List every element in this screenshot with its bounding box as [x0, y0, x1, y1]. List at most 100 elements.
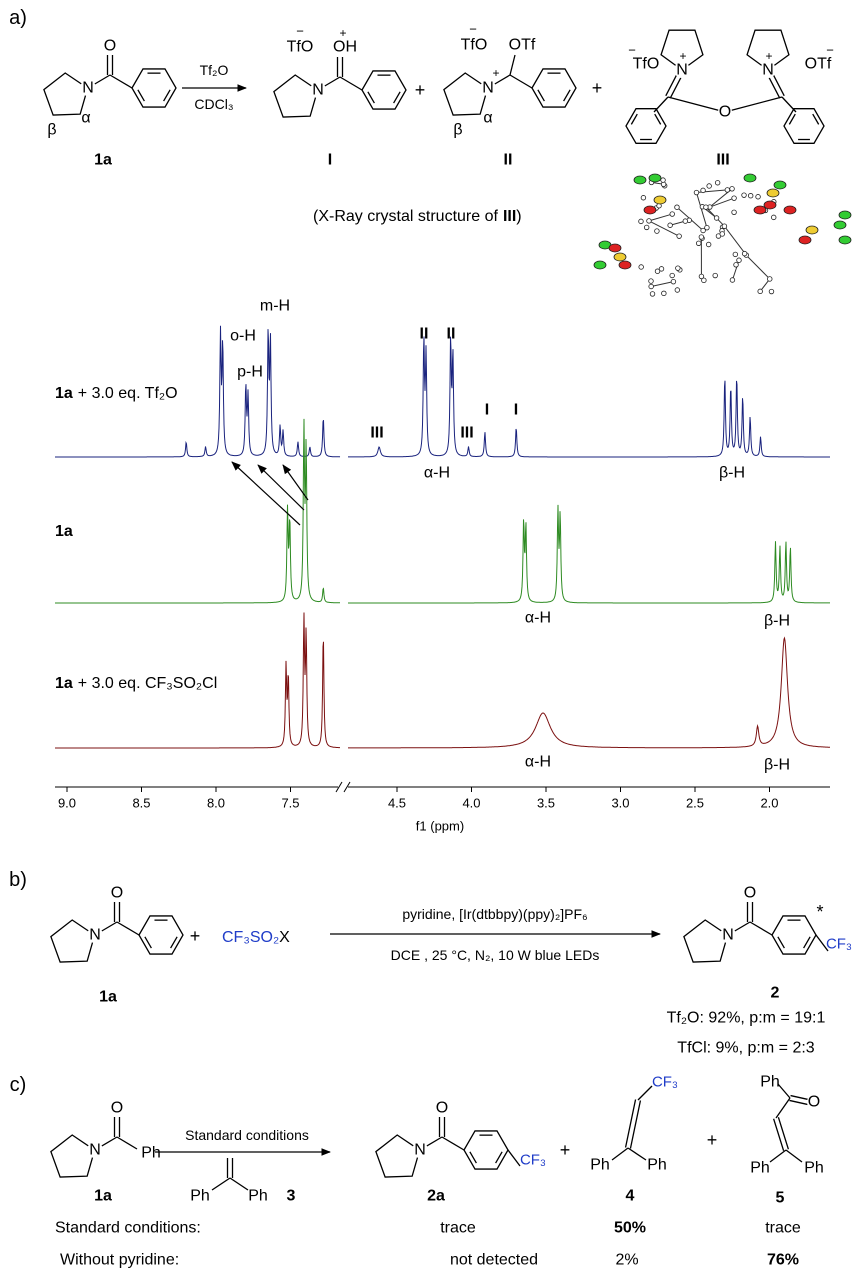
crystal-atom: [725, 188, 730, 193]
crystal-atom: [704, 205, 709, 210]
crystal-atom: [732, 210, 737, 215]
crystal-heavy-atom: [784, 206, 796, 214]
crystal-atom: [730, 278, 735, 283]
crystal-atom: [650, 292, 655, 297]
label: OTf: [509, 37, 536, 54]
compound-label: 4: [626, 1188, 635, 1205]
label: β: [47, 122, 56, 139]
table-cell: 50%: [614, 1220, 646, 1237]
label: O: [719, 104, 731, 121]
crystal-atom: [769, 289, 774, 294]
label: OH: [333, 39, 357, 56]
label: N: [414, 1142, 426, 1159]
crystal-atom: [733, 252, 738, 257]
crystal-atom: [675, 288, 680, 293]
label: TfO: [287, 39, 314, 56]
crystal-atom: [641, 195, 646, 200]
label: −: [469, 22, 477, 37]
label: TfO: [461, 37, 488, 54]
spectrum-label: 1a+ 3.0 eq. CF₃SO₂Cl: [55, 675, 217, 692]
crystal-heavy-atom: [614, 253, 626, 261]
reagent: CF₃SO₂X: [222, 929, 290, 946]
crystal-heavy-atom: [806, 226, 818, 234]
label: Tf₂O: [200, 62, 229, 78]
label: +: [190, 926, 201, 946]
table-cell: trace: [440, 1220, 476, 1237]
label: Ph: [248, 1188, 268, 1205]
spectrum-condition: + 3.0 eq. Tf₂O: [78, 385, 178, 402]
tick-label: 9.0: [58, 796, 76, 811]
crystal-atom: [737, 258, 742, 263]
compound-ref: 1a: [55, 523, 73, 540]
label: Ph: [590, 1157, 610, 1174]
crystal-atom: [702, 278, 707, 283]
label: Ph: [760, 1074, 780, 1091]
label: +: [592, 78, 603, 98]
crystal-atom: [742, 251, 747, 256]
crystal-heavy-atom: [594, 261, 606, 269]
crystal-heavy-atom: [754, 206, 766, 214]
label: *: [816, 902, 823, 922]
crystal-atom: [696, 241, 701, 246]
crystal-atom: [758, 289, 763, 294]
label: +: [492, 66, 499, 80]
crystal-atom: [639, 219, 644, 224]
crystal-atom: [714, 216, 719, 221]
crystal-atom: [694, 190, 699, 195]
crystal-heavy-atom: [764, 201, 776, 209]
peak-label: α-H: [525, 610, 551, 627]
tick-label: 7.5: [281, 796, 299, 811]
crystal-heavy-atom: [767, 189, 779, 197]
label: −: [628, 43, 636, 58]
label: +: [707, 1130, 718, 1150]
label: N: [762, 62, 774, 79]
table-cell: 2%: [615, 1252, 638, 1269]
compound-label: 1a: [94, 152, 112, 169]
crystal-atom: [732, 196, 737, 201]
label: CF₃: [520, 1152, 546, 1169]
label: N: [89, 1142, 101, 1159]
label: Ph: [190, 1188, 210, 1205]
table-cell: trace: [765, 1220, 801, 1237]
crystal-atom: [676, 266, 681, 271]
label: +: [339, 26, 346, 40]
table-cell: Without pyridine:: [60, 1252, 179, 1269]
crystal-atom: [730, 187, 735, 192]
crystal-atom: [661, 178, 666, 183]
crystal-heavy-atom: [619, 261, 631, 269]
reagent-x: X: [279, 929, 290, 946]
label: β: [453, 122, 462, 139]
crystal-atom: [670, 212, 675, 217]
crystal-heavy-atom: [649, 174, 661, 182]
compound-label: 1a: [94, 1188, 112, 1205]
crystal-atom: [649, 284, 654, 289]
table-cell: Standard conditions:: [55, 1220, 201, 1237]
tick-label: 3.0: [611, 796, 629, 811]
label: pyridine, [Ir(dtbbpy)(ppy)₂]PF₆: [402, 906, 587, 922]
crystal-atom: [767, 277, 772, 282]
crystal-heavy-atom: [774, 181, 786, 189]
peak-label: α-H: [525, 754, 551, 771]
crystal-atom: [715, 180, 720, 185]
crystal-heavy-atom: [834, 221, 846, 229]
result: Tf₂O: 92%, p:m = 19:1: [667, 1010, 826, 1027]
label: +: [560, 1140, 571, 1160]
crystal-atom: [720, 232, 725, 237]
crystal-heavy-atom: [799, 236, 811, 244]
crystal-atom: [722, 224, 727, 229]
crystal-atom: [705, 225, 710, 230]
compound-label: III: [716, 152, 729, 169]
crystal-atom: [706, 242, 711, 247]
spectrum-label: 1a: [55, 523, 73, 540]
label: N: [676, 62, 688, 79]
peak-label: I: [485, 402, 489, 419]
peak-label: III: [370, 425, 383, 442]
compound-label: 1a: [99, 989, 117, 1006]
crystal-atom: [713, 273, 718, 278]
crystal-atom: [707, 184, 712, 189]
spectrum-condition: + 3.0 eq. CF₃SO₂Cl: [78, 675, 217, 692]
crystal-atom: [756, 194, 761, 199]
label: DCE , 25 °C, N₂, 10 W blue LEDs: [391, 947, 600, 963]
